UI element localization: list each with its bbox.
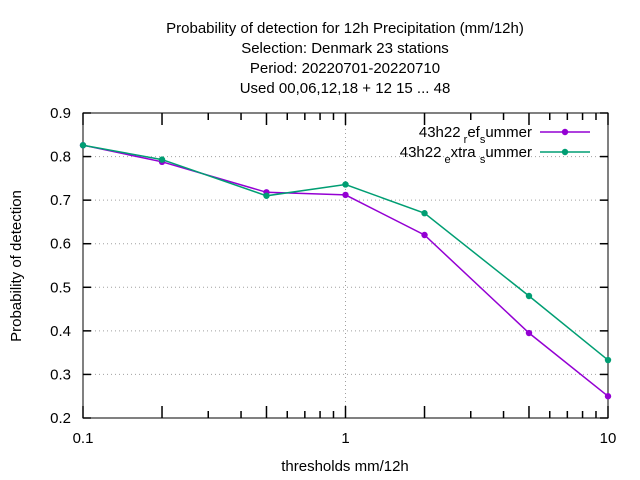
y-tick-label: 0.4 xyxy=(50,323,71,340)
legend-label: 43h22 extra summer xyxy=(400,144,532,166)
axes: 0.2 0.3 0.4 0.5 0.6 0.7 0.8 0.9 0.1 1 10 xyxy=(50,105,616,447)
y-tick-label: 0.6 xyxy=(50,236,71,253)
data-point xyxy=(604,393,612,400)
data-point xyxy=(421,210,428,217)
x-tick-label: 1 xyxy=(341,430,349,447)
y-tick-label: 0.8 xyxy=(50,149,71,166)
y-tick-label: 0.9 xyxy=(50,105,71,122)
x-axis-label: thresholds mm/12h xyxy=(281,458,409,475)
data-point xyxy=(525,329,533,337)
chart-title-line: Probability of detection for 12h Precipi… xyxy=(166,20,524,37)
y-tick-label: 0.3 xyxy=(50,366,71,383)
chart-title-line: Selection: Denmark 23 stations xyxy=(241,40,449,57)
plot-frame xyxy=(82,112,609,419)
x-tick-label: 10 xyxy=(600,430,617,447)
grid-lines xyxy=(83,113,608,418)
series-1 xyxy=(79,142,612,400)
data-point xyxy=(79,142,87,149)
data-point xyxy=(263,192,270,199)
legend-swatch-point xyxy=(561,148,569,156)
chart-title: Probability of detection for 12h Precipi… xyxy=(166,20,524,97)
legend-swatch-point xyxy=(561,128,569,136)
chart-title-line: Period: 20220701-20220710 xyxy=(250,60,440,77)
y-axis-label: Probability of detection xyxy=(8,190,25,342)
data-point xyxy=(525,292,533,300)
chart-title-line: Used 00,06,12,18 + 12 15 ... 48 xyxy=(240,80,451,97)
y-tick-label: 0.5 xyxy=(50,279,71,296)
x-tick-label: 0.1 xyxy=(73,430,94,447)
series-2 xyxy=(79,142,612,364)
data-point xyxy=(421,231,428,239)
data-point xyxy=(604,356,612,364)
data-point xyxy=(342,191,349,199)
legend-label: 43h22 refsummer xyxy=(419,124,532,146)
y-tick-label: 0.2 xyxy=(50,410,71,427)
data-point xyxy=(342,181,349,188)
data-point xyxy=(158,156,166,163)
series-lines xyxy=(79,142,612,400)
y-tick-label: 0.7 xyxy=(50,192,71,209)
